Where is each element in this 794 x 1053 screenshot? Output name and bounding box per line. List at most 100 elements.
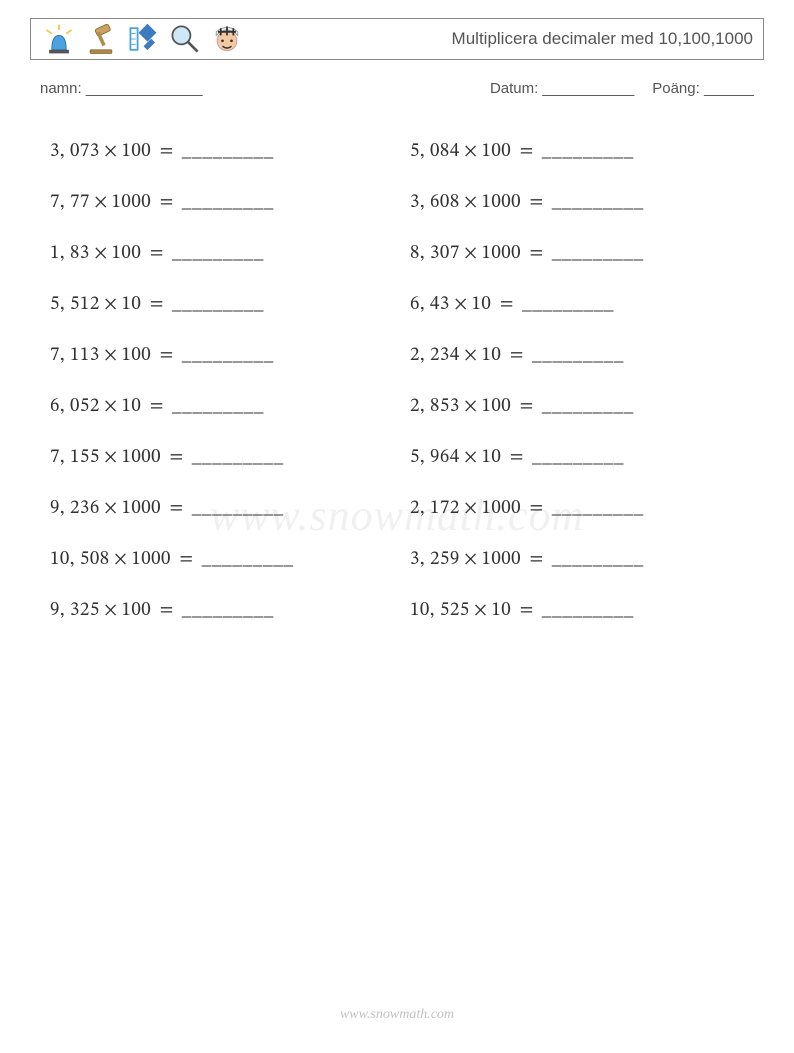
equals-sign: = (161, 448, 192, 467)
problem: 2, 853×100 = _________ (410, 395, 740, 419)
worksheet-title: Multiplicera decimaler med 10,100,1000 (452, 29, 753, 49)
answer-blank[interactable]: _________ (182, 346, 274, 365)
equals-sign: = (161, 499, 192, 518)
equals-sign: = (501, 448, 532, 467)
equals-sign: = (141, 244, 172, 263)
answer-blank[interactable]: _________ (202, 550, 294, 569)
problem: 10, 508×1000 = _________ (50, 548, 380, 572)
times-sign: × (100, 601, 122, 620)
answer-blank[interactable]: _________ (172, 397, 264, 416)
name-field[interactable]: namn: ______________ (40, 80, 203, 97)
operand-a: 7, 113 (50, 346, 100, 365)
problem: 5, 964×10 = _________ (410, 446, 740, 470)
operand-b: 10 (481, 346, 501, 365)
equals-sign: = (511, 397, 542, 416)
answer-blank[interactable]: _________ (552, 244, 644, 263)
gavel-icon (83, 21, 119, 57)
operand-b: 1000 (112, 193, 152, 212)
answer-blank[interactable]: _________ (552, 499, 644, 518)
operand-a: 3, 608 (410, 193, 460, 212)
operand-b: 10 (121, 295, 141, 314)
problem: 3, 259×1000 = _________ (410, 548, 740, 572)
operand-a: 6, 43 (410, 295, 450, 314)
answer-blank[interactable]: _________ (182, 601, 274, 620)
operand-b: 100 (121, 346, 151, 365)
operand-a: 3, 259 (410, 550, 460, 569)
operand-a: 5, 964 (410, 448, 460, 467)
times-sign: × (450, 295, 472, 314)
operand-a: 10, 525 (410, 601, 470, 620)
score-field[interactable]: Poäng: ______ (652, 80, 754, 97)
times-sign: × (460, 550, 482, 569)
operand-b: 10 (481, 448, 501, 467)
operand-a: 8, 307 (410, 244, 460, 263)
operand-b: 100 (121, 142, 151, 161)
equals-sign: = (171, 550, 202, 569)
answer-blank[interactable]: _________ (542, 397, 634, 416)
answer-blank[interactable]: _________ (532, 448, 624, 467)
operand-a: 7, 155 (50, 448, 100, 467)
answer-blank[interactable]: _________ (522, 295, 614, 314)
equals-sign: = (521, 193, 552, 212)
answer-blank[interactable]: _________ (532, 346, 624, 365)
problem: 7, 77×1000 = _________ (50, 191, 380, 215)
operand-b: 100 (481, 397, 511, 416)
equals-sign: = (141, 295, 172, 314)
answer-blank[interactable]: _________ (542, 601, 634, 620)
problem: 3, 608×1000 = _________ (410, 191, 740, 215)
problem: 7, 155×1000 = _________ (50, 446, 380, 470)
operand-a: 3, 073 (50, 142, 100, 161)
footer-link: www.snowmath.com (0, 1007, 794, 1023)
times-sign: × (90, 193, 112, 212)
problem: 6, 052×10 = _________ (50, 395, 380, 419)
operand-a: 2, 853 (410, 397, 460, 416)
answer-blank[interactable]: _________ (172, 295, 264, 314)
date-field[interactable]: Datum: ___________ (490, 80, 634, 97)
problem: 9, 325×100 = _________ (50, 599, 380, 623)
answer-blank[interactable]: _________ (192, 448, 284, 467)
times-sign: × (460, 142, 482, 161)
problem: 8, 307×1000 = _________ (410, 242, 740, 266)
operand-a: 2, 172 (410, 499, 460, 518)
operand-a: 10, 508 (50, 550, 110, 569)
operand-a: 9, 325 (50, 601, 100, 620)
operand-b: 1000 (481, 550, 521, 569)
operand-b: 100 (112, 244, 142, 263)
problem: 1, 83×100 = _________ (50, 242, 380, 266)
siren-icon (41, 21, 77, 57)
answer-blank[interactable]: _________ (182, 142, 274, 161)
times-sign: × (90, 244, 112, 263)
times-sign: × (460, 244, 482, 263)
answer-blank[interactable]: _________ (192, 499, 284, 518)
equals-sign: = (151, 193, 182, 212)
operand-b: 100 (121, 601, 151, 620)
times-sign: × (100, 346, 122, 365)
problem: 9, 236×1000 = _________ (50, 497, 380, 521)
answer-blank[interactable]: _________ (552, 550, 644, 569)
equals-sign: = (141, 397, 172, 416)
times-sign: × (460, 193, 482, 212)
operand-a: 7, 77 (50, 193, 90, 212)
operand-b: 100 (481, 142, 511, 161)
answer-blank[interactable]: _________ (182, 193, 274, 212)
equals-sign: = (521, 550, 552, 569)
times-sign: × (460, 397, 482, 416)
times-sign: × (460, 499, 482, 518)
times-sign: × (460, 448, 482, 467)
operand-b: 1000 (121, 499, 161, 518)
operand-a: 6, 052 (50, 397, 100, 416)
problems-grid: 3, 073×100 = _________5, 084×100 = _____… (50, 140, 740, 623)
operand-b: 1000 (481, 499, 521, 518)
times-sign: × (470, 601, 492, 620)
equals-sign: = (151, 346, 182, 365)
prisoner-icon (209, 21, 245, 57)
answer-blank[interactable]: _________ (172, 244, 264, 263)
problem: 2, 172×1000 = _________ (410, 497, 740, 521)
answer-blank[interactable]: _________ (542, 142, 634, 161)
answer-blank[interactable]: _________ (552, 193, 644, 212)
magnifier-icon (167, 21, 203, 57)
problem: 10, 525×10 = _________ (410, 599, 740, 623)
operand-b: 1000 (131, 550, 171, 569)
times-sign: × (460, 346, 482, 365)
equals-sign: = (501, 346, 532, 365)
